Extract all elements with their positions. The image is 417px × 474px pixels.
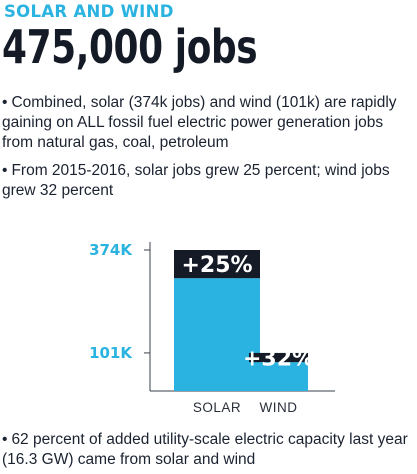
kicker-title: SOLAR AND WIND <box>4 2 174 21</box>
x-tick-label: WIND <box>260 400 298 415</box>
y-tick-label: 374K <box>89 241 133 259</box>
bullet-text: From 2015-2016, solar jobs grew 25 perce… <box>2 162 390 199</box>
bullet-text: 62 percent of added utility-scale electr… <box>2 431 408 468</box>
growth-label: +32% <box>243 347 314 372</box>
bullet-item: • 62 percent of added utility-scale elect… <box>2 430 412 470</box>
bullet-text: Combined, solar (374k jobs) and wind (10… <box>2 94 397 151</box>
bullet-item: • Combined, solar (374k jobs) and wind (1… <box>2 93 412 153</box>
headline: 475,000 jobs <box>2 20 258 74</box>
jobs-bar-chart: 101K 374K +25% SOLAR +32% WIND <box>89 241 335 415</box>
bar-solar-growth <box>174 250 260 279</box>
bullet-item: • From 2015-2016, solar jobs grew 25 perc… <box>2 161 412 201</box>
bullet-marker: • <box>2 94 8 111</box>
bullet-marker: • <box>2 162 8 179</box>
y-tick-label: 101K <box>89 344 133 362</box>
x-tick-label: SOLAR <box>193 400 241 415</box>
bullet-marker: • <box>2 431 8 448</box>
bar-wind-growth <box>249 352 308 363</box>
bar-solar-base <box>174 278 260 391</box>
growth-label: +25% <box>181 253 252 278</box>
bar-wind-base <box>249 362 308 391</box>
